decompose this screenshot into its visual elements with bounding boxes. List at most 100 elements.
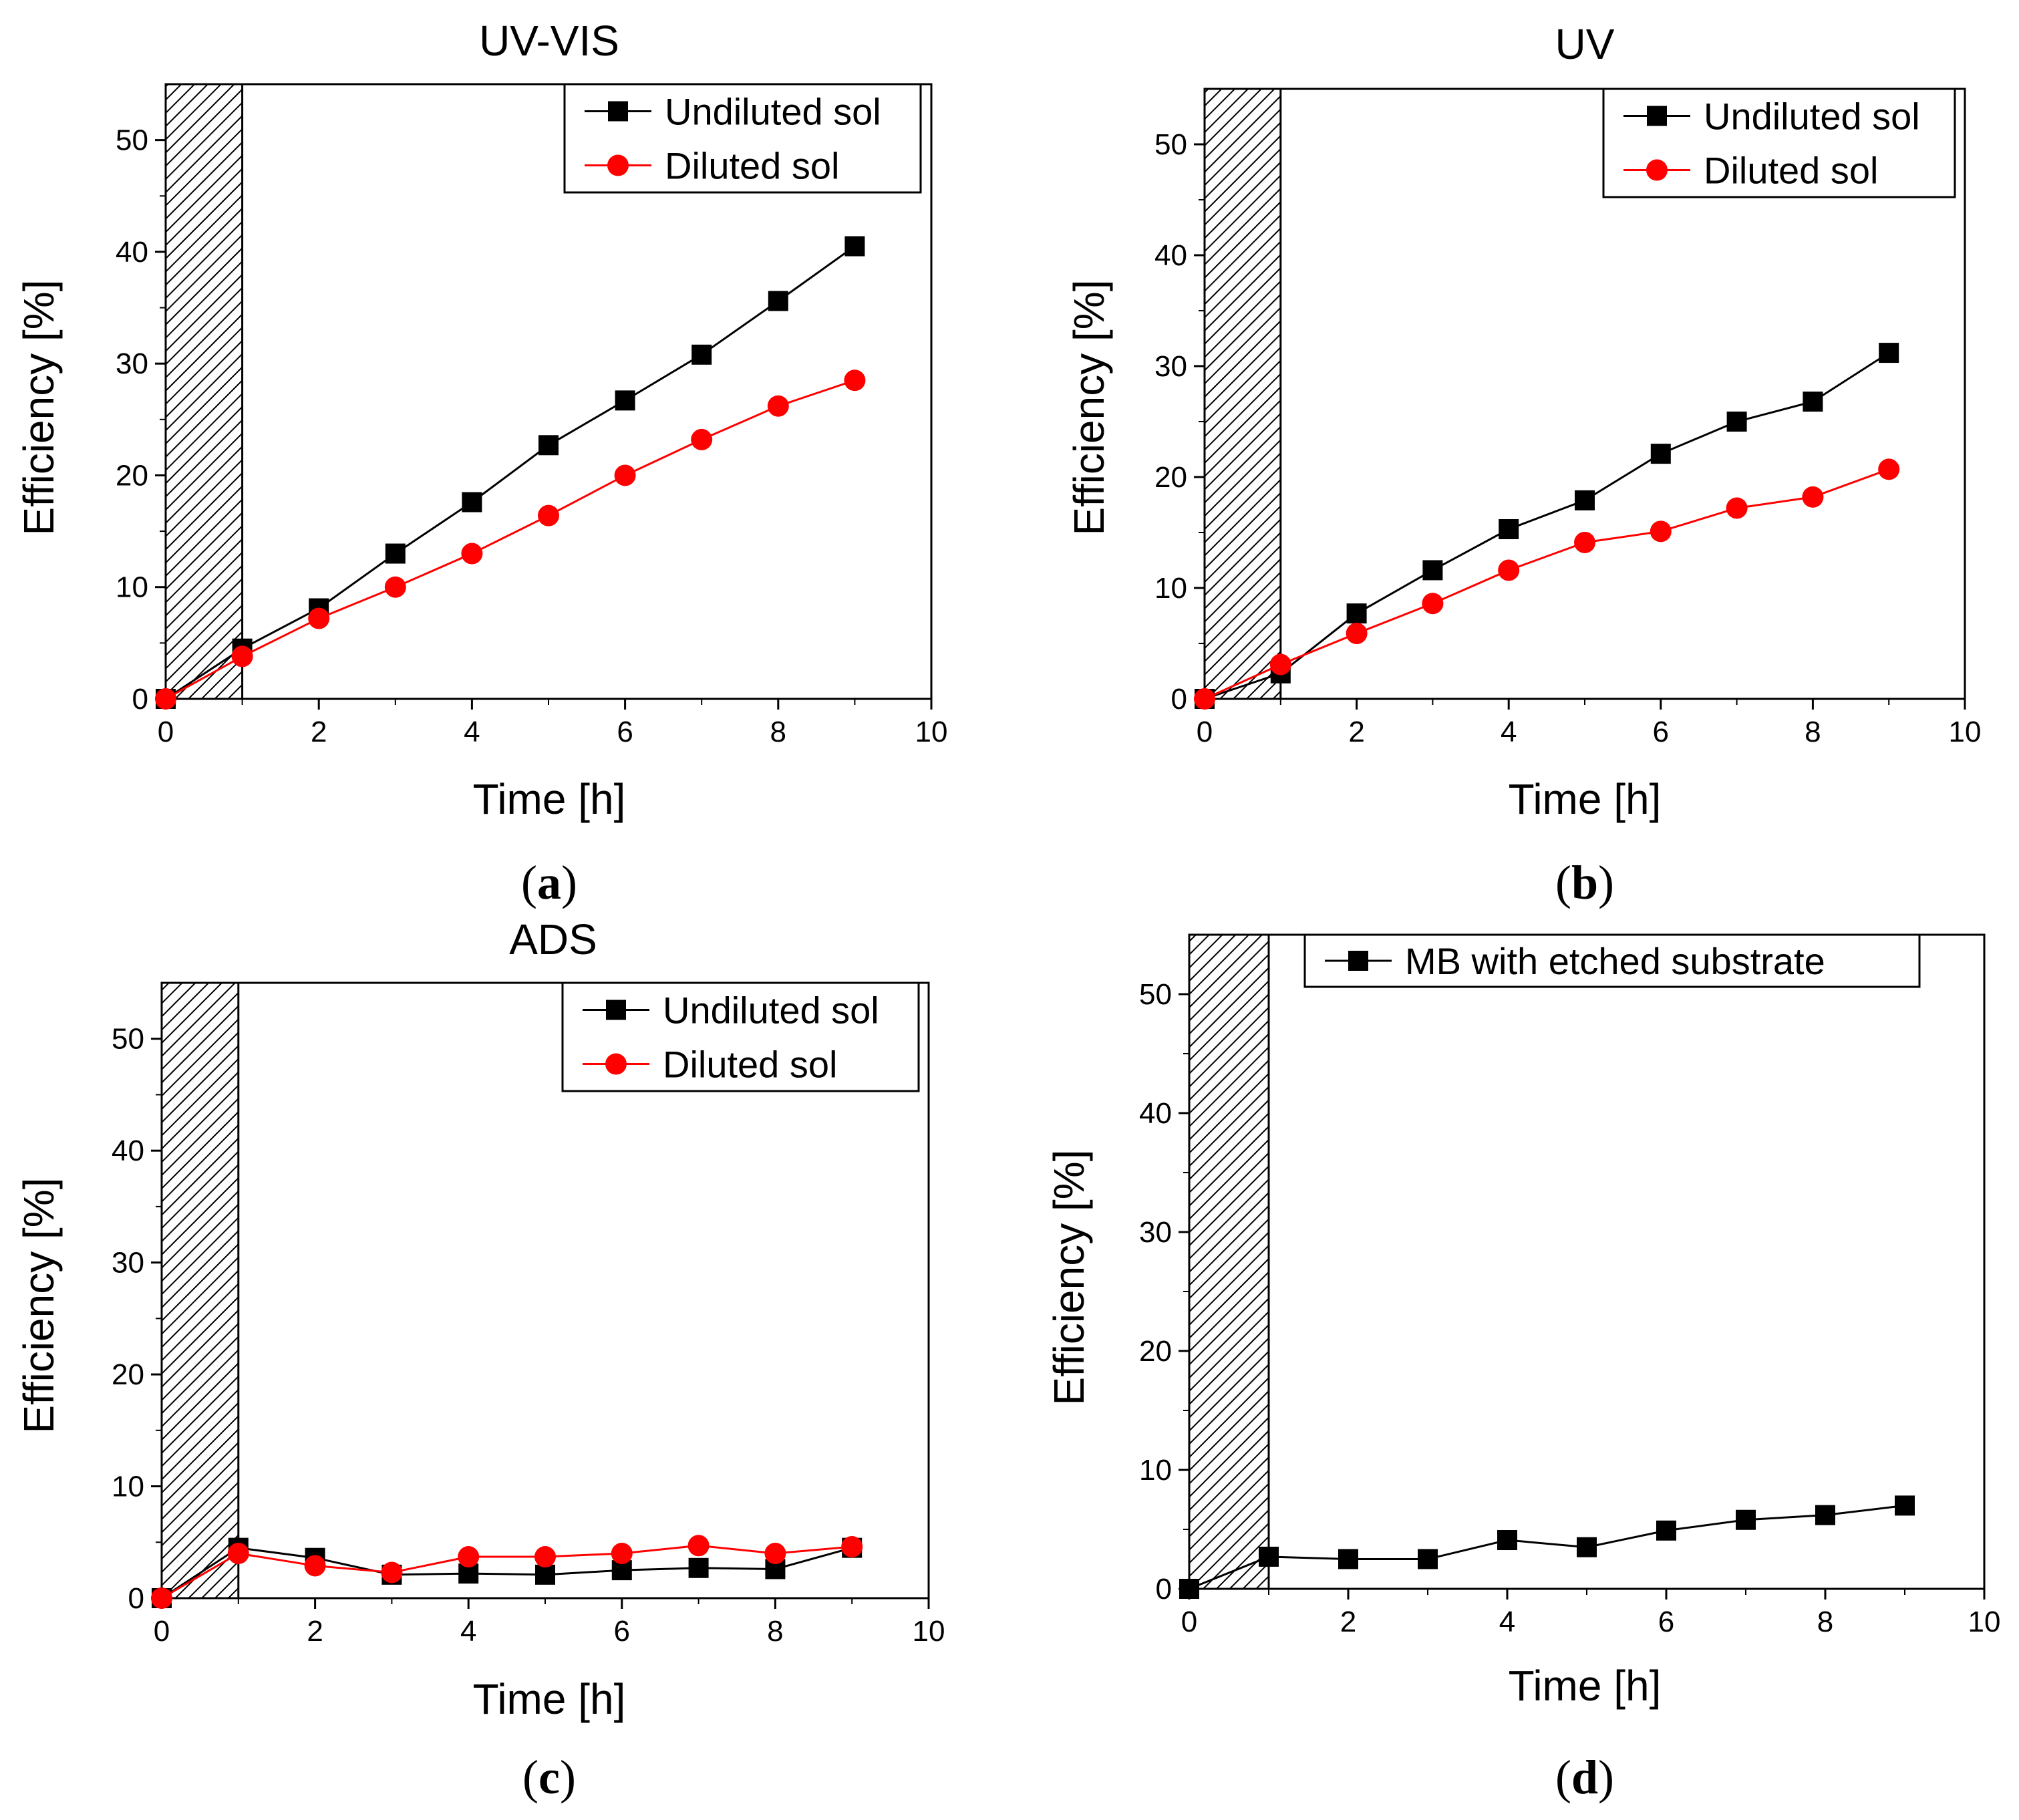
caption-letter: d (1571, 1751, 1598, 1804)
x-tick-label: 0 (1181, 1606, 1197, 1638)
chart-title: UV (1555, 20, 1615, 68)
series-line-0 (161, 1547, 852, 1600)
data-point (768, 291, 788, 311)
data-point (691, 344, 712, 365)
legend-label: Diluted sol (663, 1044, 837, 1086)
y-tick-label: 10 (112, 1471, 144, 1503)
legend-marker (605, 1053, 627, 1075)
x-tick-label: 2 (307, 1615, 323, 1648)
data-point (688, 1557, 709, 1578)
series-line-0 (1204, 351, 1890, 700)
data-point (1879, 343, 1899, 363)
data-point (687, 1535, 710, 1557)
data-point (1574, 531, 1595, 553)
x-tick-label: 2 (1348, 716, 1364, 748)
caption-close-paren: ) (560, 1751, 576, 1804)
data-point (764, 1543, 786, 1565)
y-tick-label: 40 (1139, 1097, 1172, 1130)
y-axis-title: Efficiency [%] (15, 1178, 63, 1434)
y-tick-label: 10 (1154, 572, 1187, 605)
caption-letter: a (537, 856, 561, 909)
x-tick-label: 0 (1197, 716, 1213, 748)
data-point (231, 645, 253, 667)
chart-panel-d: 0 2 4 6 8 10 0 10 20 30 40 50 MB with etched substra… (1045, 933, 2001, 1804)
data-point (534, 1546, 556, 1568)
x-tick-label: 10 (913, 1615, 945, 1648)
x-tick-label: 6 (1653, 716, 1669, 748)
data-point (1418, 1549, 1438, 1569)
series-line-0 (165, 245, 856, 700)
data-point (1179, 1579, 1199, 1599)
data-point (155, 688, 176, 710)
data-point (1422, 560, 1443, 581)
y-tick-label: 50 (116, 124, 148, 157)
series-line-1 (161, 1544, 852, 1600)
y-tick-label: 20 (1154, 461, 1187, 494)
y-tick-label: 30 (116, 347, 148, 380)
data-point (611, 1543, 633, 1565)
x-tick-label: 8 (1805, 716, 1821, 748)
y-tick-label: 0 (132, 683, 148, 716)
y-tick-label: 40 (116, 236, 148, 269)
y-tick-label: 20 (1139, 1335, 1172, 1368)
chart-panel-c: 0 2 4 6 8 10 0 10 20 30 40 50 Undiluted sol Diluted s… (15, 915, 945, 1804)
panel-caption: (b) (1555, 856, 1614, 909)
panel-caption: (d) (1555, 1751, 1614, 1804)
data-point (1269, 653, 1291, 675)
legend-label: Undiluted sol (665, 91, 881, 133)
data-point (1575, 490, 1595, 510)
chart-title: ADS (509, 915, 597, 963)
y-tick-label: 10 (1139, 1454, 1172, 1487)
data-point (381, 1561, 403, 1583)
data-point (1895, 1495, 1915, 1516)
y-tick-label: 40 (1154, 239, 1187, 272)
x-axis-title: Time [h] (473, 1675, 626, 1723)
data-point (538, 504, 559, 526)
caption-open-paren: ( (521, 856, 537, 909)
y-tick-label: 20 (112, 1358, 144, 1391)
data-point (1499, 519, 1519, 540)
data-point (462, 492, 482, 512)
x-tick-label: 8 (767, 1615, 783, 1648)
y-tick-label: 50 (1154, 128, 1187, 161)
x-tick-label: 10 (1968, 1606, 2001, 1638)
x-tick-label: 4 (1501, 716, 1517, 748)
y-tick-label: 0 (1171, 683, 1187, 716)
data-point (1736, 1509, 1756, 1530)
caption-close-paren: ) (1598, 856, 1614, 909)
y-tick-label: 0 (128, 1582, 144, 1615)
data-point (1650, 520, 1672, 543)
data-point (385, 543, 406, 564)
x-tick-label: 4 (460, 1615, 476, 1648)
data-point (304, 1555, 326, 1577)
y-tick-label: 10 (116, 571, 148, 604)
dark-period-hatch (160, 981, 240, 1600)
panel-caption: (c) (522, 1751, 576, 1804)
data-point (535, 1564, 555, 1585)
data-point (384, 576, 406, 598)
data-point (844, 236, 865, 257)
data-point (1346, 623, 1368, 645)
data-point (1497, 1530, 1517, 1551)
data-point (458, 1546, 480, 1568)
caption-open-paren: ( (1555, 856, 1571, 909)
caption-letter: b (1571, 856, 1598, 909)
plot-frame (1188, 933, 1986, 1590)
x-tick-label: 2 (311, 716, 327, 748)
data-point (1194, 688, 1215, 710)
chart-panel-a: 0 2 4 6 8 10 0 10 20 30 40 50 Undiluted sol Diluted s… (15, 17, 947, 909)
data-point (1577, 1537, 1597, 1557)
legend-label: Undiluted sol (663, 990, 879, 1032)
caption-close-paren: ) (561, 856, 577, 909)
dark-period-hatch (1203, 88, 1282, 700)
data-point (1346, 603, 1367, 624)
legend-marker (1647, 106, 1667, 126)
x-axis-title: Time [h] (473, 775, 626, 823)
data-point (1815, 1505, 1835, 1525)
y-tick-label: 50 (1139, 978, 1172, 1011)
chart-title: UV-VIS (479, 17, 619, 65)
x-tick-label: 4 (1499, 1606, 1515, 1638)
legend-label: Diluted sol (1704, 150, 1878, 192)
data-point (1259, 1546, 1279, 1567)
